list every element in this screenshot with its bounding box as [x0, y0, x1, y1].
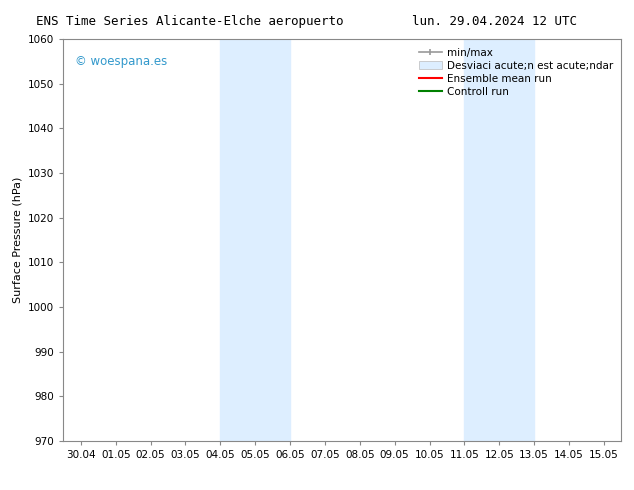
- Bar: [221, 39, 290, 441]
- Legend: min/max, Desviaci acute;n est acute;ndar, Ensemble mean run, Controll run: min/max, Desviaci acute;n est acute;ndar…: [415, 45, 616, 100]
- Text: lun. 29.04.2024 12 UTC: lun. 29.04.2024 12 UTC: [412, 15, 577, 28]
- Y-axis label: Surface Pressure (hPa): Surface Pressure (hPa): [13, 177, 23, 303]
- Text: © woespana.es: © woespana.es: [75, 55, 167, 68]
- Text: ENS Time Series Alicante-Elche aeropuerto: ENS Time Series Alicante-Elche aeropuert…: [36, 15, 344, 28]
- Bar: [464, 39, 534, 441]
